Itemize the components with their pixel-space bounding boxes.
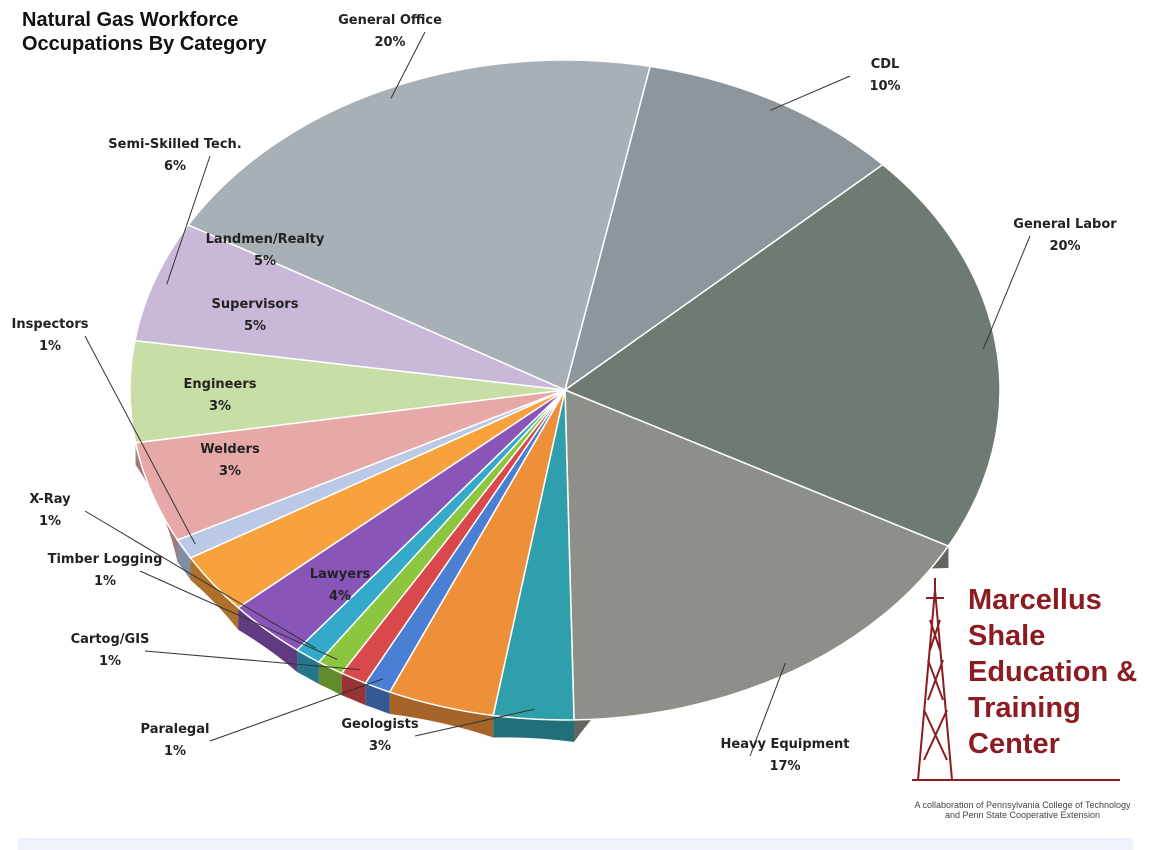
leader-line [84,510,316,649]
slice-label: Timber Logging [48,552,163,567]
value-label: 1% [164,744,186,759]
leader-line [209,678,384,742]
leader-line [84,335,196,545]
leader-line [414,708,535,737]
leader-line [982,235,1031,349]
pie [129,59,1001,721]
value-label: 20% [1049,239,1080,254]
value-label: 5% [244,319,266,334]
leader-line [770,75,851,111]
slice [563,65,885,392]
leader-line [139,570,338,660]
slice-side [389,692,494,738]
slice-side [177,539,191,580]
chart-title: Natural Gas Workforce Occupations By Cat… [22,9,267,55]
value-label: 3% [369,739,391,754]
value-label: 3% [219,464,241,479]
value-label: 4% [329,589,351,604]
logo-line: Education & [968,656,1138,688]
slice-label: Engineers [184,377,257,392]
value-label: 10% [869,79,900,94]
slice [563,163,1001,547]
logo-caption: A collaboration of Pennsylvania College … [914,800,1131,820]
logo-line: Marcellus [968,584,1102,616]
slice-label: Inspectors [12,317,89,332]
leader-line [749,662,786,757]
slice-side [318,662,342,696]
slice-label: Cartog/GIS [71,632,150,647]
logo-line: Shale [968,620,1046,652]
slice-label: Landmen/Realty [206,232,325,247]
slice-side [493,715,575,742]
value-label: 20% [374,35,405,50]
value-label: 1% [39,339,61,354]
slice-label: Semi-Skilled Tech. [108,137,241,152]
slice-side [190,557,239,630]
leader-line [390,31,426,99]
leader-line [144,650,360,671]
slice [187,59,652,392]
derrick-icon [912,578,1120,781]
logo-line: Center [968,728,1060,760]
slice-label: Geologists [341,717,419,732]
slice-label: CDL [871,57,900,72]
value-label: 5% [254,254,276,269]
slice-label: General Labor [1013,217,1117,232]
value-label: 1% [94,574,116,589]
slice-label: X-Ray [29,492,71,507]
slice-label: Paralegal [141,722,210,737]
slice [564,388,950,721]
slice-side [297,649,319,685]
slice-label: Supervisors [212,297,299,312]
slice-label: Lawyers [310,567,371,582]
labels: General Office 20% CDL 10% General Labor 20% H… [12,13,1118,774]
value-label: 1% [39,514,61,529]
leader-line [166,155,211,285]
value-label: 6% [164,159,186,174]
logo-text: Marcellus Shale Education & Training Center [968,582,1137,762]
footer-strip [18,838,1133,850]
slice-label: Welders [200,442,260,457]
logo-line: Training [968,692,1081,724]
slice-side [365,683,390,715]
slice-label: Heavy Equipment [721,737,850,752]
value-label: 17% [769,759,800,774]
value-label: 1% [99,654,121,669]
value-label: 3% [209,399,231,414]
slice-side [238,607,298,672]
slice-label: General Office [338,13,442,28]
